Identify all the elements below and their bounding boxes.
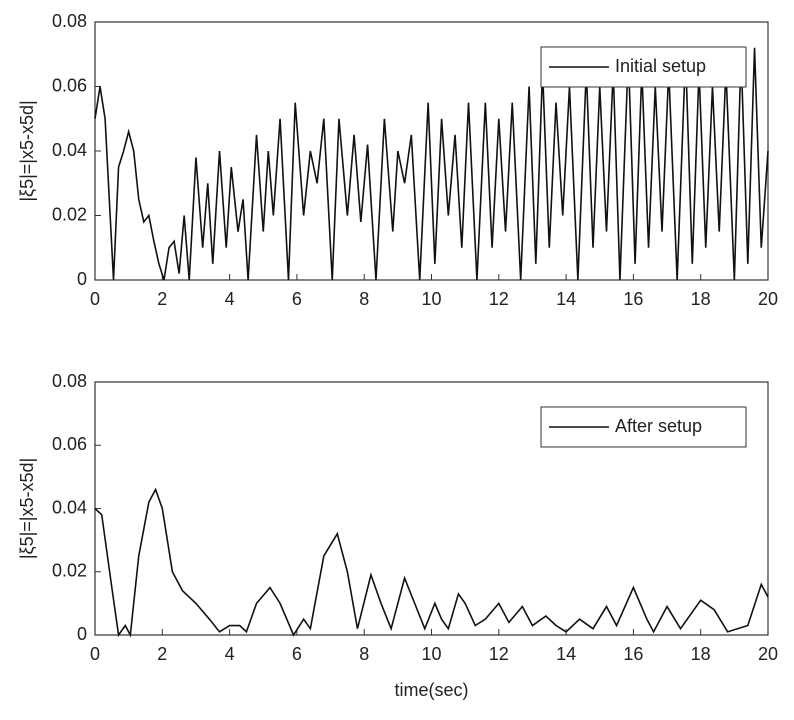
y-tick-label: 0.06 <box>52 75 87 95</box>
x-tick-label: 18 <box>691 644 711 664</box>
x-tick-label: 2 <box>157 289 167 309</box>
x-tick-label: 8 <box>359 644 369 664</box>
x-tick-label: 14 <box>556 644 576 664</box>
x-tick-label: 8 <box>359 289 369 309</box>
x-tick-label: 6 <box>292 644 302 664</box>
legend-box <box>540 406 747 448</box>
x-tick-label: 12 <box>489 289 509 309</box>
x-tick-label: 14 <box>556 289 576 309</box>
x-tick-label: 4 <box>225 289 235 309</box>
x-axis-label: time(sec) <box>394 680 468 700</box>
x-tick-label: 10 <box>421 289 441 309</box>
legend: Initial setup <box>540 46 747 88</box>
data-line <box>94 487 769 638</box>
y-axis-label: |ξ5|=|x5-x5d| <box>17 100 37 201</box>
y-tick-label: 0.06 <box>52 434 87 454</box>
y-tick-label: 0.02 <box>52 561 87 581</box>
y-tick-label: 0.04 <box>52 140 87 160</box>
y-tick-label: 0.08 <box>52 11 87 31</box>
x-tick-label: 20 <box>758 289 778 309</box>
y-tick-label: 0.08 <box>52 371 87 391</box>
y-tick-label: 0.04 <box>52 497 87 517</box>
legend: After setup <box>540 406 747 448</box>
x-tick-label: 16 <box>623 289 643 309</box>
x-tick-label: 0 <box>90 644 100 664</box>
y-tick-label: 0 <box>77 624 87 644</box>
y-tick-label: 0.02 <box>52 204 87 224</box>
x-tick-label: 18 <box>691 289 711 309</box>
x-tick-label: 12 <box>489 644 509 664</box>
x-tick-label: 16 <box>623 644 643 664</box>
x-tick-label: 0 <box>90 289 100 309</box>
legend-label: Initial setup <box>615 56 706 76</box>
data-line <box>94 47 769 281</box>
x-tick-label: 6 <box>292 289 302 309</box>
x-tick-label: 20 <box>758 644 778 664</box>
legend-label: After setup <box>615 416 702 436</box>
x-tick-label: 4 <box>225 644 235 664</box>
y-axis-label: |ξ5|=|x5-x5d| <box>17 458 37 559</box>
y-tick-label: 0 <box>77 269 87 289</box>
x-tick-label: 2 <box>157 644 167 664</box>
x-tick-label: 10 <box>421 644 441 664</box>
